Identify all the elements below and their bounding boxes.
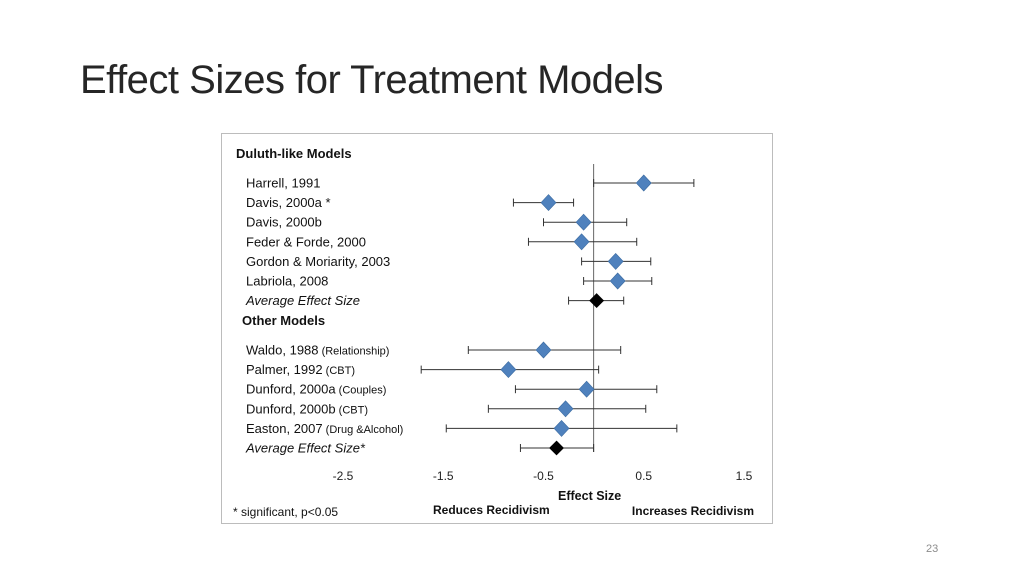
average-label: Average Effect Size [245, 293, 360, 308]
effect-marker [535, 341, 552, 359]
study-name: Davis, 2000a * [246, 195, 331, 210]
effect-marker [578, 380, 595, 398]
x-tick-label: -0.5 [533, 469, 554, 483]
effect-marker [553, 419, 570, 437]
slide-title: Effect Sizes for Treatment Models [80, 58, 664, 102]
average-marker [589, 293, 605, 309]
study-note: (Drug &Alcohol) [323, 424, 404, 436]
x-axis-title: Effect Size [558, 489, 621, 503]
study-name: Feder & Forde, 2000 [246, 234, 366, 249]
section-heading: Other Models [242, 313, 325, 328]
effect-marker [557, 400, 574, 418]
effect-marker [575, 213, 592, 231]
study-name: Palmer, 1992 [246, 362, 323, 377]
study-name: Dunford, 2000a [246, 382, 336, 397]
study-label: Waldo, 1988 (Relationship) [246, 343, 389, 358]
study-name: Waldo, 1988 [246, 343, 319, 358]
x-tick-label: -2.5 [333, 469, 354, 483]
study-label: Dunford, 2000b (CBT) [246, 401, 368, 416]
study-label: Labriola, 2008 [246, 274, 328, 289]
study-name: Dunford, 2000b [246, 401, 336, 416]
row-labels-layer: Duluth-like Models Harrell, 1991 Davis, 20… [236, 146, 403, 456]
effect-marker [573, 233, 590, 251]
effect-marker [540, 194, 557, 212]
increases-recidivism-label: Increases Recidivism [632, 504, 754, 518]
significance-footnote: * significant, p<0.05 [233, 505, 338, 519]
data-marks-layer [420, 174, 695, 456]
x-tick-label: 0.5 [635, 469, 652, 483]
footer-layer: * significant, p<0.05 Reduces Recidivism I… [233, 503, 754, 519]
effect-marker [609, 272, 626, 290]
study-label: Palmer, 1992 (CBT) [246, 362, 355, 377]
study-label: Feder & Forde, 2000 [246, 234, 366, 249]
study-label: Davis, 2000b [246, 215, 322, 230]
effect-marker [635, 174, 652, 192]
effect-marker [607, 252, 624, 270]
study-name: Average Effect Size [245, 293, 360, 308]
study-label: Harrell, 1991 [246, 176, 320, 191]
study-label: Gordon & Moriarity, 2003 [246, 254, 390, 269]
study-label: Easton, 2007 (Drug &Alcohol) [246, 421, 403, 436]
study-name: Davis, 2000b [246, 215, 322, 230]
study-name: Average Effect Size* [245, 441, 366, 456]
study-note: (CBT) [323, 365, 355, 377]
study-name: Labriola, 2008 [246, 274, 328, 289]
study-label: Dunford, 2000a (Couples) [246, 382, 386, 397]
x-axis-layer: -2.5 -1.5 -0.5 0.5 1.5 Effect Size [333, 469, 753, 503]
study-name: Harrell, 1991 [246, 176, 320, 191]
average-marker [549, 440, 564, 456]
x-tick-label: 1.5 [736, 469, 753, 483]
study-name: Easton, 2007 [246, 421, 323, 436]
x-tick-label: -1.5 [433, 469, 454, 483]
forest-plot-chart: Duluth-like Models Harrell, 1991 Davis, 20… [221, 133, 773, 524]
page-number: 23 [926, 543, 939, 555]
study-note: (Couples) [336, 385, 387, 397]
effect-marker [500, 361, 517, 379]
study-note: (CBT) [336, 404, 368, 416]
reduces-recidivism-label: Reduces Recidivism [433, 503, 550, 517]
study-note: (Relationship) [319, 346, 390, 358]
average-label: Average Effect Size* [245, 441, 366, 456]
forest-plot-svg: Duluth-like Models Harrell, 1991 Davis, 20… [233, 146, 754, 519]
section-heading: Duluth-like Models [236, 146, 352, 161]
study-label: Davis, 2000a * [246, 195, 331, 210]
study-name: Gordon & Moriarity, 2003 [246, 254, 390, 269]
